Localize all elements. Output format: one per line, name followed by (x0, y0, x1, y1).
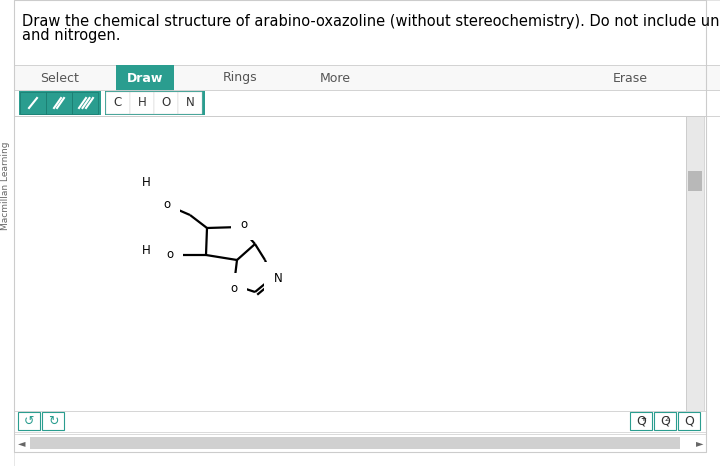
Text: C: C (114, 96, 122, 110)
Bar (154, 92, 178, 114)
Bar (20, 92, 46, 114)
Bar (14, 90, 720, 116)
Text: More: More (320, 71, 351, 84)
Bar (14, 65, 720, 91)
Bar (30, 437, 680, 449)
Text: o: o (240, 218, 248, 231)
Bar (14, 116, 686, 411)
Bar (116, 65, 174, 91)
Text: H: H (142, 176, 150, 189)
Bar (106, 92, 130, 114)
Bar (678, 412, 700, 430)
Text: Draw: Draw (127, 71, 163, 84)
Text: o: o (166, 248, 174, 261)
Text: Q: Q (660, 414, 670, 427)
Text: ↻: ↻ (48, 414, 58, 427)
Text: Rings: Rings (222, 71, 257, 84)
Text: N: N (274, 272, 282, 285)
Bar (46, 92, 72, 114)
Bar (654, 412, 676, 430)
Text: ↺: ↺ (24, 414, 35, 427)
Bar (19, 91, 101, 115)
Text: N: N (186, 96, 194, 110)
Text: H: H (138, 96, 146, 110)
Text: Draw the chemical structure of arabino-oxazoline (without stereochemistry). Do n: Draw the chemical structure of arabino-o… (22, 14, 720, 29)
Text: Q: Q (684, 414, 694, 427)
Text: Select: Select (40, 71, 79, 84)
Bar (105, 91, 205, 115)
Bar (42, 412, 64, 430)
Bar (72, 92, 98, 114)
Text: H: H (142, 245, 150, 258)
Text: ◄: ◄ (18, 438, 26, 448)
Bar (14, 434, 706, 452)
Text: o: o (163, 199, 171, 212)
Text: Erase: Erase (613, 71, 647, 84)
Bar (630, 412, 652, 430)
Bar (686, 116, 704, 411)
Text: ►: ► (696, 438, 703, 448)
Bar (688, 171, 702, 191)
Text: +: + (640, 416, 646, 422)
Text: Macmillan Learning: Macmillan Learning (1, 142, 11, 230)
Bar (130, 92, 154, 114)
Text: o: o (230, 282, 238, 295)
Bar (14, 411, 706, 432)
Bar (14, 0, 720, 66)
Text: Q: Q (636, 414, 646, 427)
Bar (18, 412, 40, 430)
Text: and nitrogen.: and nitrogen. (22, 28, 120, 43)
Text: 2: 2 (665, 416, 669, 422)
Text: O: O (161, 96, 171, 110)
Bar (178, 92, 202, 114)
